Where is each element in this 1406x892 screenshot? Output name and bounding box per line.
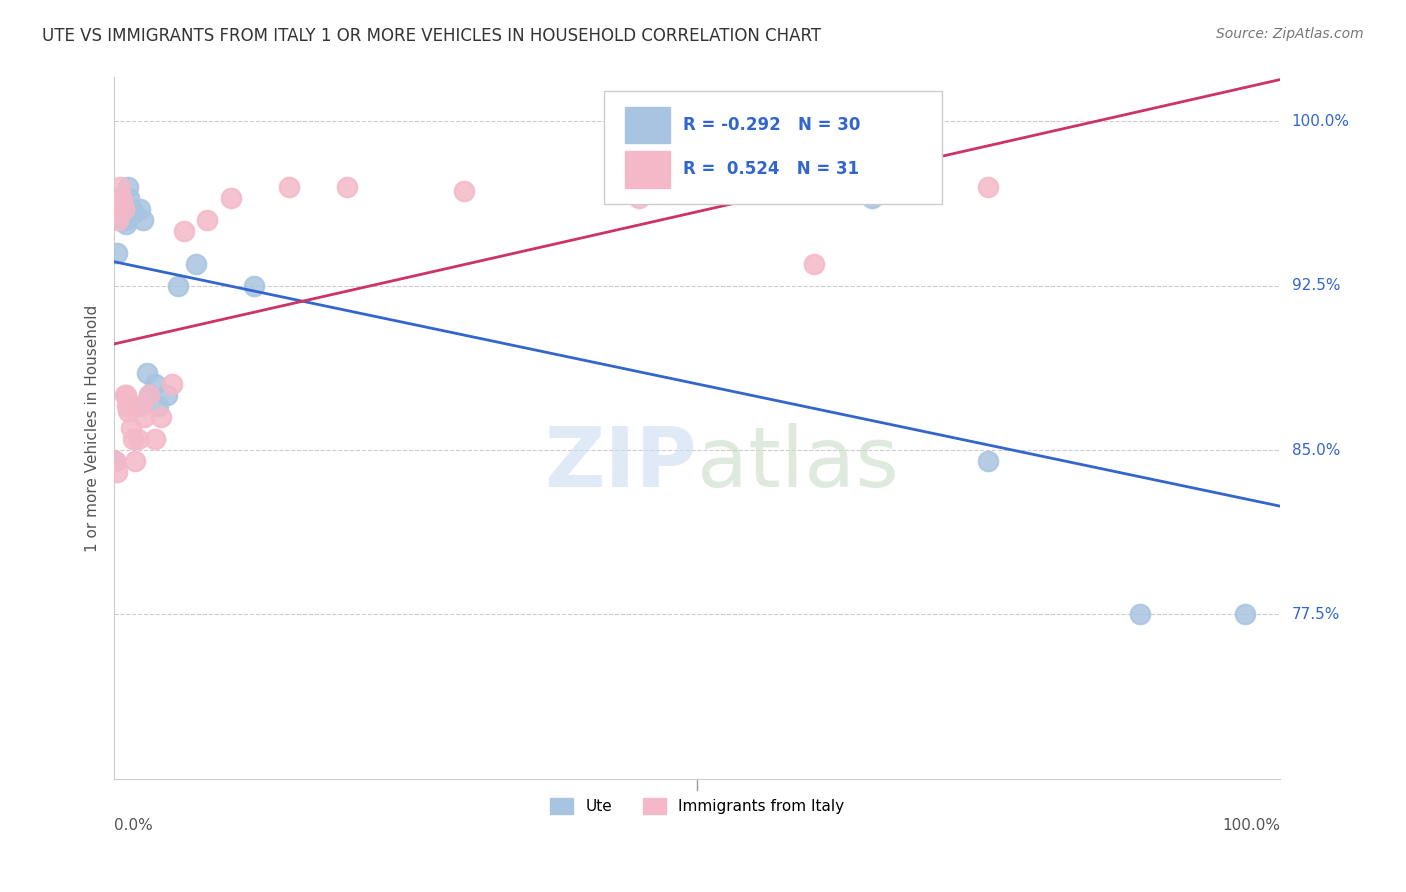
FancyBboxPatch shape bbox=[603, 92, 942, 203]
Text: Source: ZipAtlas.com: Source: ZipAtlas.com bbox=[1216, 27, 1364, 41]
Point bbox=[977, 180, 1000, 194]
Point bbox=[453, 185, 475, 199]
Point bbox=[860, 191, 883, 205]
Text: 0.0%: 0.0% bbox=[114, 818, 153, 833]
Point bbox=[1129, 607, 1152, 622]
Point bbox=[114, 388, 136, 402]
Point bbox=[120, 421, 142, 435]
Point bbox=[219, 191, 242, 205]
Point bbox=[108, 191, 131, 205]
FancyBboxPatch shape bbox=[624, 151, 671, 187]
Point bbox=[108, 202, 131, 216]
Point bbox=[336, 180, 359, 194]
Point bbox=[1233, 607, 1256, 622]
Point bbox=[111, 195, 134, 210]
Point bbox=[115, 399, 138, 413]
Point bbox=[132, 213, 155, 227]
Point bbox=[125, 399, 148, 413]
FancyBboxPatch shape bbox=[624, 107, 671, 144]
Point bbox=[124, 454, 146, 468]
Legend: Ute, Immigrants from Italy: Ute, Immigrants from Italy bbox=[544, 792, 851, 821]
Point bbox=[744, 180, 766, 194]
Point bbox=[117, 180, 139, 194]
Point bbox=[184, 257, 207, 271]
Text: R =  0.524   N = 31: R = 0.524 N = 31 bbox=[683, 160, 859, 178]
Point bbox=[143, 377, 166, 392]
Point bbox=[148, 399, 170, 413]
Point bbox=[107, 213, 129, 227]
Point bbox=[121, 202, 143, 216]
Point bbox=[156, 388, 179, 402]
Text: 85.0%: 85.0% bbox=[1292, 442, 1340, 458]
Point bbox=[115, 217, 138, 231]
Point bbox=[118, 191, 141, 205]
Point bbox=[143, 432, 166, 446]
Point bbox=[128, 202, 150, 216]
Text: atlas: atlas bbox=[697, 423, 898, 504]
Point bbox=[105, 245, 128, 260]
Point bbox=[129, 399, 152, 413]
Text: 100.0%: 100.0% bbox=[1222, 818, 1279, 833]
Y-axis label: 1 or more Vehicles in Household: 1 or more Vehicles in Household bbox=[86, 304, 100, 552]
Point bbox=[112, 206, 135, 220]
Point bbox=[122, 206, 145, 220]
Text: 77.5%: 77.5% bbox=[1292, 607, 1340, 622]
Text: UTE VS IMMIGRANTS FROM ITALY 1 OR MORE VEHICLES IN HOUSEHOLD CORRELATION CHART: UTE VS IMMIGRANTS FROM ITALY 1 OR MORE V… bbox=[42, 27, 821, 45]
Point bbox=[108, 180, 131, 194]
Point bbox=[115, 388, 138, 402]
Point bbox=[138, 388, 160, 402]
Text: ZIP: ZIP bbox=[544, 423, 697, 504]
Point bbox=[278, 180, 301, 194]
Point bbox=[127, 432, 149, 446]
Point bbox=[111, 195, 134, 210]
Point bbox=[107, 213, 129, 227]
Point bbox=[173, 224, 195, 238]
Point bbox=[197, 213, 219, 227]
Point bbox=[110, 191, 132, 205]
Point bbox=[977, 454, 1000, 468]
Text: 100.0%: 100.0% bbox=[1292, 114, 1350, 128]
Point bbox=[167, 278, 190, 293]
Point bbox=[149, 410, 172, 425]
Point bbox=[134, 410, 156, 425]
Point bbox=[114, 213, 136, 227]
Point bbox=[162, 377, 184, 392]
Point bbox=[105, 465, 128, 479]
Point bbox=[117, 403, 139, 417]
Point bbox=[108, 206, 131, 220]
Point bbox=[243, 278, 266, 293]
Point bbox=[104, 454, 127, 468]
Point bbox=[112, 202, 135, 216]
Point bbox=[138, 388, 160, 402]
Text: R = -0.292   N = 30: R = -0.292 N = 30 bbox=[683, 116, 860, 134]
Point bbox=[627, 191, 650, 205]
Point bbox=[135, 367, 157, 381]
Text: 92.5%: 92.5% bbox=[1292, 278, 1340, 293]
Point bbox=[104, 454, 127, 468]
Point bbox=[110, 213, 132, 227]
Point bbox=[121, 432, 143, 446]
Point bbox=[803, 257, 825, 271]
